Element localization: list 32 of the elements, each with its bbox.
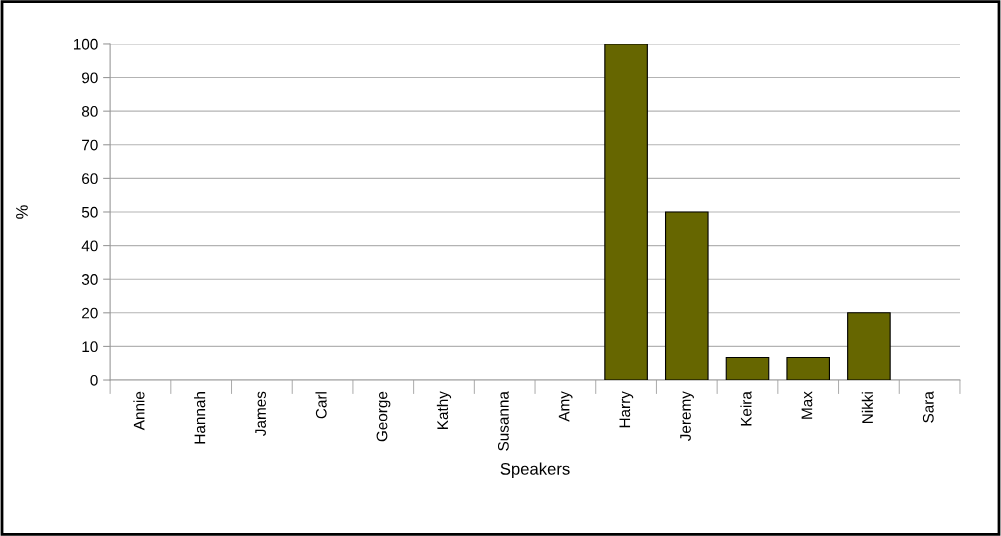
y-tick-label: 40: [81, 240, 98, 252]
x-tick-label: Nikki: [861, 392, 873, 423]
x-tick-label: Annie: [133, 391, 145, 431]
bar: [847, 312, 891, 381]
y-tick-label: 80: [81, 106, 98, 117]
x-tick-label: Carl: [315, 392, 327, 419]
x-tick-label: Sara: [922, 391, 934, 423]
x-axis-title: Speakers: [500, 462, 570, 479]
y-tick-label: 50: [81, 206, 98, 218]
bar: [786, 356, 831, 381]
y-tick-label: 10: [82, 341, 98, 353]
y-tick-label: 30: [81, 274, 98, 285]
x-tick-label: Max: [801, 391, 813, 419]
x-tick-label: James: [255, 391, 266, 436]
bar: [725, 356, 770, 381]
x-tick-label: Keira: [740, 391, 752, 426]
y-tick-label: 20: [82, 307, 98, 319]
x-tick-label: George: [376, 391, 391, 442]
x-tick-label: Jeremy: [680, 391, 694, 441]
x-tick-label: Harry: [619, 391, 634, 428]
y-tick-label: 100: [73, 38, 98, 50]
y-tick-label: 90: [82, 72, 98, 84]
x-tick-label: Kathy: [436, 391, 452, 429]
y-tick-label: 70: [82, 139, 98, 151]
x-tick-label: Susanna: [497, 391, 509, 451]
x-tick-label: Hannah: [194, 392, 206, 444]
bar: [664, 211, 709, 381]
y-tick-label: 60: [82, 173, 98, 185]
y-tick-label: 0: [90, 374, 98, 386]
x-tick-label: Amy: [558, 391, 573, 422]
y-axis-title: %: [16, 205, 28, 219]
bar: [604, 43, 648, 381]
